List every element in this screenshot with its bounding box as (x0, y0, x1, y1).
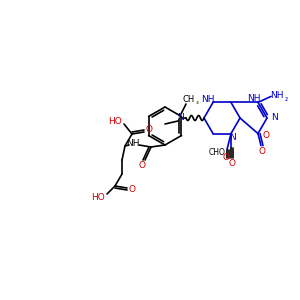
Text: O: O (229, 159, 236, 168)
Text: O: O (139, 161, 145, 170)
Text: ₂: ₂ (284, 94, 288, 103)
Text: HO: HO (108, 116, 122, 125)
Text: N: N (271, 113, 278, 122)
Text: NH: NH (201, 95, 215, 104)
Text: O: O (223, 153, 230, 162)
Text: N: N (230, 133, 236, 142)
Text: O: O (259, 147, 266, 156)
Text: CHO: CHO (208, 148, 225, 157)
Text: N: N (178, 112, 184, 122)
Text: NH: NH (247, 94, 261, 103)
Text: O: O (146, 125, 152, 134)
Text: NH: NH (270, 91, 284, 100)
Text: CH: CH (183, 94, 195, 103)
Text: ₃: ₃ (196, 99, 198, 105)
Text: O: O (128, 185, 136, 194)
Text: NH: NH (126, 140, 140, 148)
Text: O: O (262, 131, 269, 140)
Text: HO: HO (91, 193, 105, 202)
